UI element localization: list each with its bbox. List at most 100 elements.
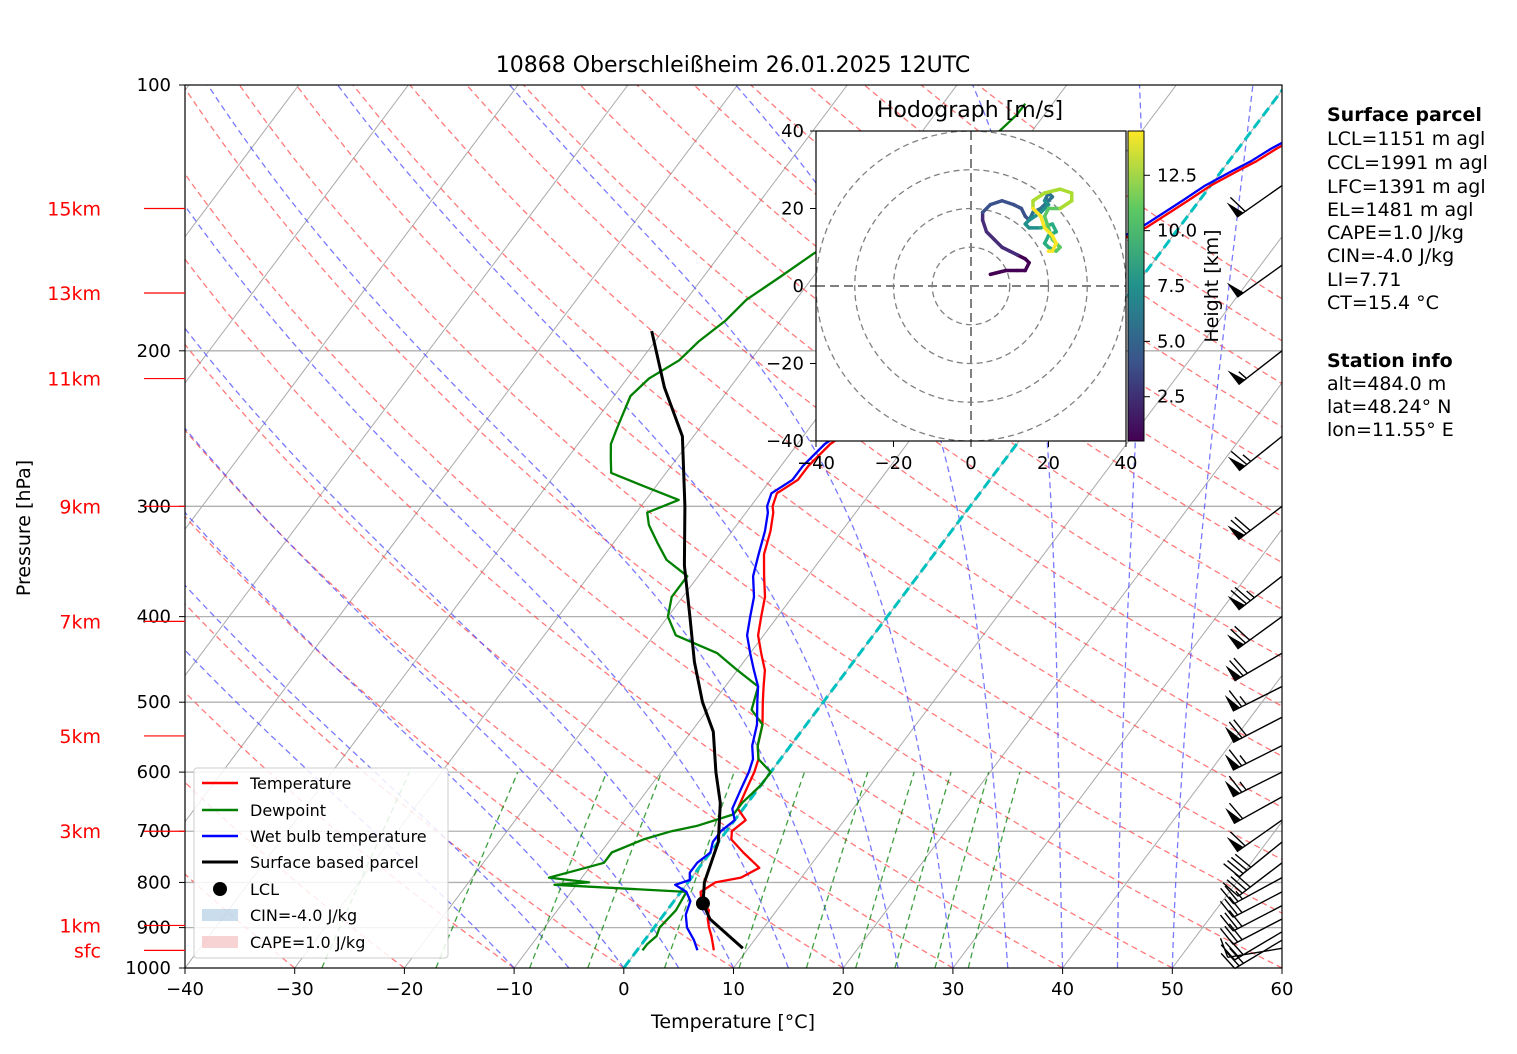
surface-parcel-info: Surface parcel LCL=1151 m agl CCL=1991 m… [1327, 104, 1488, 314]
wind-barb [1224, 771, 1283, 798]
surface-parcel-line: CT=15.4 °C [1327, 292, 1439, 314]
dry-adiabat [185, 258, 1063, 968]
wind-barb [1224, 685, 1283, 712]
dry-adiabat [693, 85, 1282, 518]
legend-label-dewpoint: Dewpoint [250, 801, 326, 820]
colorbar-tick-label: 10.0 [1157, 221, 1197, 242]
wind-barb [1227, 575, 1283, 611]
mixing-ratio-line [805, 771, 869, 968]
surface-parcel-line: LCL=1151 m agl [1327, 128, 1485, 150]
wind-barb [1220, 876, 1283, 905]
hodograph-ticks: −40 −20 0 20 40 40 20 0 −20 −40 [766, 121, 1137, 474]
colorbar-tick-label: 7.5 [1157, 276, 1186, 297]
parcel-line [650, 330, 744, 950]
x-tick-label: 40 [1051, 979, 1074, 1000]
x-axis-label: Temperature [°C] [650, 1011, 815, 1033]
hodograph-title: Hodograph [m/s] [877, 98, 1063, 123]
surface-parcel-title: Surface parcel [1327, 104, 1482, 126]
station-info-line: alt=484.0 m [1327, 373, 1446, 395]
hodograph-segment [1042, 226, 1055, 238]
dry-adiabat [185, 343, 954, 968]
colorbar-tick-label: 5.0 [1157, 331, 1186, 352]
colorbar-tick-label: 2.5 [1157, 387, 1186, 408]
dry-adiabat [185, 87, 1282, 968]
wind-barb [1226, 264, 1283, 298]
isotherm-line [185, 85, 519, 531]
hodograph-segment [980, 218, 989, 234]
isotherm-line [185, 85, 300, 238]
moist-adiabat [185, 327, 735, 968]
surface-parcel-line: LFC=1391 m agl [1327, 176, 1486, 198]
height-label: 13km [47, 283, 101, 305]
mixing-ratio-line [894, 771, 952, 968]
hodograph-y-label: 20 [781, 199, 804, 220]
hodograph-segment [1042, 214, 1051, 230]
legend-label-parcel: Surface based parcel [250, 853, 419, 872]
dry-adiabat [185, 172, 1173, 968]
hodograph-segment [980, 202, 993, 215]
hodograph-segment [1042, 187, 1062, 195]
hodograph-segment [1031, 191, 1047, 203]
wind-barb [1225, 796, 1283, 825]
wind-barb [1226, 819, 1283, 853]
hodograph-segment [988, 268, 1008, 277]
hodograph-segment [1031, 206, 1043, 218]
hodograph-trace [980, 187, 1074, 277]
hodograph-x-label: 40 [1115, 453, 1138, 474]
x-tick-label: −40 [166, 979, 204, 1000]
station-info: Station info alt=484.0 m lat=48.24° N lo… [1327, 350, 1454, 441]
x-axis-ticks: −40 −30 −20 −10 0 10 20 30 40 50 60 [166, 968, 1293, 1000]
height-labels: 15km 13km 11km 9km 7km 5km 3km 1km sfc [47, 199, 185, 962]
moist-adiabat [185, 204, 789, 968]
dewpoint-line [547, 103, 1027, 951]
colorbar-label: Height [km] [1201, 229, 1223, 342]
height-label: 5km [59, 726, 101, 748]
wind-barb [1219, 918, 1283, 945]
wind-barb [1219, 905, 1283, 932]
y-tick-label: 500 [137, 692, 171, 713]
hodograph-segment [1039, 202, 1051, 215]
y-tick-label: 200 [137, 341, 171, 362]
moist-adiabat [185, 511, 625, 968]
height-label: 9km [59, 496, 101, 518]
height-label: 15km [47, 199, 101, 221]
wind-barb [1224, 716, 1283, 744]
moist-adiabat [185, 427, 680, 968]
hodograph-x-label: 20 [1037, 453, 1060, 474]
moist-adiabat [1171, 85, 1254, 968]
isotherm-line [185, 85, 629, 677]
hodograph-y-label: −40 [766, 431, 804, 452]
moist-adiabat [185, 649, 515, 968]
legend-label-wetbulb: Wet bulb temperature [250, 827, 427, 846]
hodograph-x-label: −40 [797, 453, 835, 474]
hodograph-segment [992, 237, 1004, 249]
y-tick-label: 900 [137, 918, 171, 939]
wind-barb [1227, 505, 1283, 541]
legend: Temperature Dewpoint Wet bulb temperatur… [193, 767, 449, 959]
hodograph-segment [1058, 199, 1074, 211]
legend-label-cin: CIN=-4.0 J/kg [250, 906, 357, 925]
surface-parcel-line: EL=1481 m agl [1327, 199, 1473, 221]
height-label: 1km [59, 915, 101, 937]
station-info-title: Station info [1327, 350, 1453, 372]
legend-swatch-lcl [213, 882, 227, 896]
dry-adiabat [409, 85, 1282, 757]
dry-adiabat [238, 85, 1282, 914]
mixing-ratio-line [663, 771, 735, 968]
dry-adiabat [185, 429, 844, 968]
hodograph-rings [816, 131, 1126, 441]
y-tick-label: 600 [137, 762, 171, 783]
x-tick-label: −20 [385, 979, 423, 1000]
wind-barb [1225, 652, 1283, 682]
y-tick-label: 800 [137, 872, 171, 893]
colorbar [1127, 130, 1145, 442]
isotherm-line [1062, 674, 1282, 968]
height-label: 3km [59, 821, 101, 843]
x-tick-label: 60 [1271, 979, 1294, 1000]
wind-barb [1226, 185, 1283, 218]
x-tick-label: 20 [832, 979, 855, 1000]
x-tick-label: 0 [618, 979, 629, 1000]
wind-barb [1227, 350, 1283, 386]
mixing-ratio-line [435, 771, 519, 968]
moist-adiabat [185, 584, 570, 968]
